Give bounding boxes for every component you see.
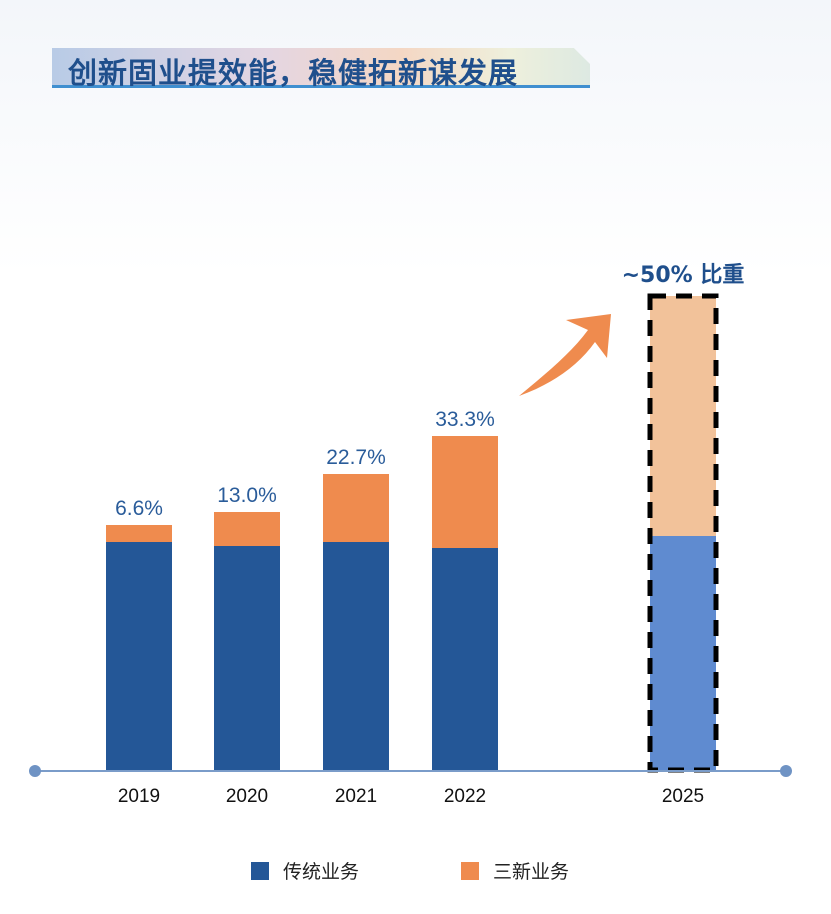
legend-label: 传统业务 <box>283 861 360 883</box>
legend-swatch <box>251 861 269 880</box>
data-label-2020: 13.0% <box>217 484 277 507</box>
x-tick-label-2025: 2025 <box>662 786 704 807</box>
legend-item-traditional: 传统业务 <box>251 857 359 884</box>
bar-2020-new <box>214 512 280 546</box>
bar-2021-new <box>323 474 389 542</box>
bar-2019-traditional <box>106 542 172 770</box>
bar-2022-new <box>432 436 498 548</box>
bar-2019-new <box>106 525 172 542</box>
x-tick-label-2021: 2021 <box>335 786 377 807</box>
x-tick-label-2019: 2019 <box>118 786 160 807</box>
growth-arrow-icon <box>519 314 611 396</box>
x-tick-label-2022: 2022 <box>444 786 486 807</box>
title-banner <box>52 48 590 88</box>
bars <box>106 293 719 773</box>
bar-2025-new <box>650 296 716 536</box>
data-label-2022: 33.3% <box>435 408 495 431</box>
bar-2021-traditional <box>323 542 389 770</box>
page-title: 创新固业提效能，稳健拓新谋发展 <box>68 56 519 90</box>
data-label-2021: 22.7% <box>326 446 386 469</box>
legend-swatch <box>461 861 479 880</box>
data-label-2019: 6.6% <box>115 497 163 520</box>
x-tick-label-2020: 2020 <box>226 786 268 807</box>
data-label-2025: ~50% 比重 <box>622 263 745 288</box>
bar-2022-traditional <box>432 548 498 770</box>
legend-label: 三新业务 <box>493 861 570 883</box>
bar-2020-traditional <box>214 546 280 770</box>
bar-2025-traditional <box>650 536 716 770</box>
legend-item-new: 三新业务 <box>461 857 569 884</box>
